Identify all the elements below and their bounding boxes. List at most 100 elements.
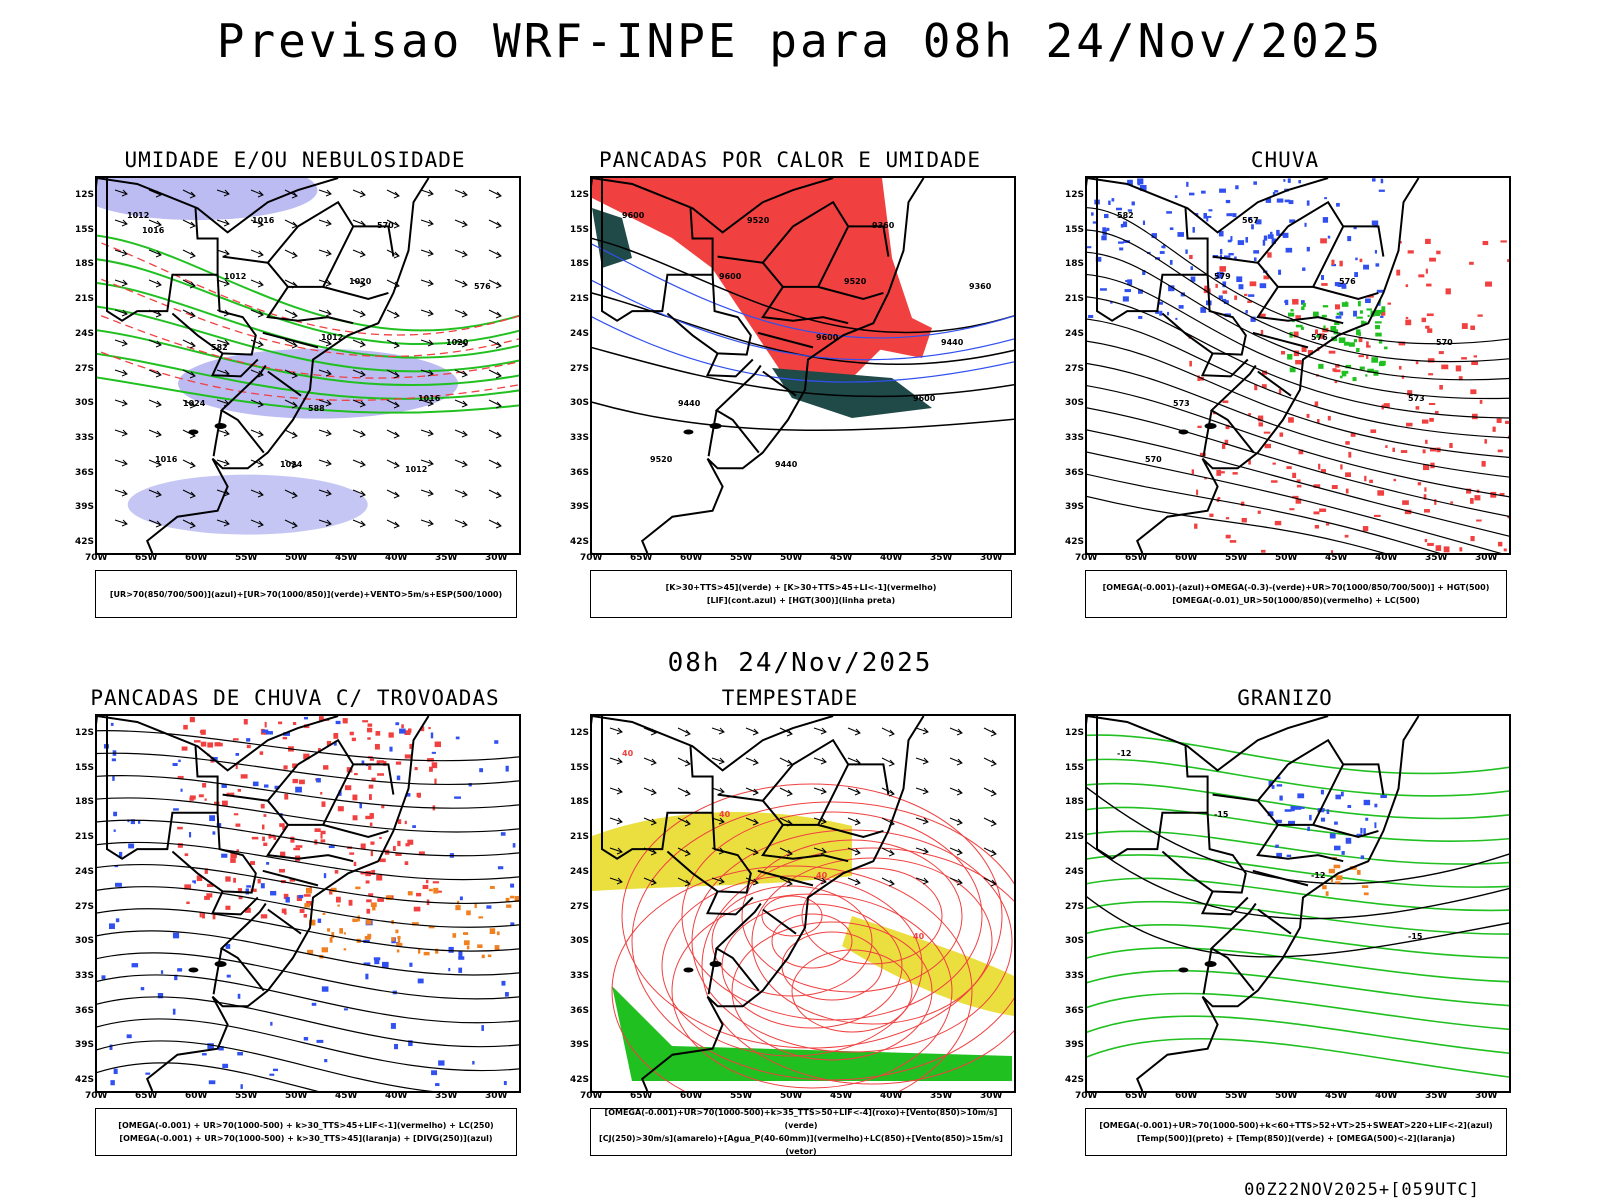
rain-red-speckle xyxy=(1429,447,1437,452)
thunderstorm-red-speckle xyxy=(283,765,288,770)
wind-vector xyxy=(488,219,502,229)
wind-vector xyxy=(352,309,366,318)
thunderstorm-red-speckle xyxy=(366,908,371,914)
latitude-tick-label: 39S xyxy=(74,1040,94,1051)
thunderstorm-orange-speckle xyxy=(411,922,419,926)
rain-red-speckle xyxy=(1428,373,1434,376)
rain-red-speckle xyxy=(1292,298,1299,305)
hgt-label: 576 xyxy=(1311,333,1328,342)
precipitable-water-contour xyxy=(611,865,973,1091)
thunderstorm-red-speckle xyxy=(250,861,255,865)
rain-red-speckle xyxy=(1229,540,1237,543)
rain-red-speckle xyxy=(1428,402,1436,405)
omega-orange-speckle xyxy=(1333,864,1341,869)
divergence-blue-speckle xyxy=(430,732,434,739)
longitude-tick-label: 55W xyxy=(730,553,753,563)
thunderstorm-red-speckle xyxy=(371,869,376,875)
divergence-blue-speckle xyxy=(272,1068,278,1072)
rain-red-speckle xyxy=(1296,479,1301,482)
legend-line: [OMEGA(-0.001)+UR>70(1000-500)+k>35_TTS>… xyxy=(604,1108,998,1130)
thunderstorm-red-speckle xyxy=(431,762,438,769)
panel-legend: [UR>70(850/700/500)](azul)+[UR>70(1000/8… xyxy=(95,570,517,618)
thunderstorm-orange-speckle xyxy=(466,910,471,916)
divergence-blue-speckle xyxy=(512,843,516,848)
rain-red-speckle xyxy=(1295,498,1302,504)
omega-blue-speckle xyxy=(1139,185,1147,191)
latitude-tick-label: 42S xyxy=(74,537,94,547)
divergence-blue-speckle xyxy=(262,729,269,733)
country-border-3 xyxy=(1209,364,1257,454)
hgt500-contour xyxy=(1087,385,1509,498)
thunderstorm-red-speckle xyxy=(318,716,324,721)
thunderstorm-orange-speckle xyxy=(307,949,314,954)
lake-marker xyxy=(214,960,227,967)
omega-blue-speckle xyxy=(1222,281,1227,288)
wind-vector xyxy=(284,219,298,229)
omega-blue-speckle xyxy=(1203,212,1207,219)
thunderstorm-red-speckle xyxy=(260,914,268,919)
rain-red-speckle xyxy=(1189,254,1193,260)
omega-blue-speckle xyxy=(1104,213,1109,219)
omega-green-speckle xyxy=(1356,329,1361,336)
divergence-blue-speckle xyxy=(365,973,369,980)
thunderstorm-red-speckle xyxy=(292,722,297,725)
wind-vector xyxy=(949,727,963,736)
rain-red-speckle xyxy=(1455,365,1462,372)
wind-vector xyxy=(711,817,725,825)
thunderstorm-orange-speckle xyxy=(372,906,376,911)
hail-blue-speckle xyxy=(1347,805,1352,808)
precipitable-water-contour xyxy=(631,801,1014,1081)
lake-marker xyxy=(188,429,199,435)
divergence-blue-speckle xyxy=(246,885,252,888)
latitude-tick-label: 36S xyxy=(569,467,589,478)
streamline xyxy=(97,1040,434,1091)
omega-blue-speckle xyxy=(1190,276,1196,282)
longitude-tick-label: 65W xyxy=(1125,1091,1148,1101)
longitude-tick-label: 65W xyxy=(135,553,158,563)
divergence-blue-speckle xyxy=(113,1068,118,1075)
wind-vector xyxy=(148,249,162,258)
country-border-8 xyxy=(262,869,319,887)
thunderstorm-red-speckle xyxy=(429,766,433,772)
omega-orange-speckle xyxy=(1335,881,1341,884)
wind-vector xyxy=(454,279,468,288)
rain-red-speckle xyxy=(1320,238,1327,244)
latitude-tick-label: 33S xyxy=(1064,970,1084,981)
map-area xyxy=(95,714,521,1093)
thunderstorm-orange-speckle xyxy=(463,940,470,946)
longitude-tick-label: 60W xyxy=(680,553,703,563)
wind-vector xyxy=(488,339,502,349)
omega-green-speckle xyxy=(1352,377,1357,382)
wind-vector xyxy=(779,757,793,767)
thunderstorm-red-speckle xyxy=(214,742,221,747)
divergence-blue-speckle xyxy=(130,819,136,825)
thunderstorm-orange-speckle xyxy=(357,915,360,922)
latitude-tick-label: 30S xyxy=(74,398,94,409)
wind-vector xyxy=(318,459,332,467)
hail-blue-speckle xyxy=(1333,845,1341,851)
legend-line: [Temp(500)](preto) + [Temp(850)](verde) … xyxy=(1136,1134,1456,1143)
hail-blue-speckle xyxy=(1341,851,1345,855)
lif-contour xyxy=(592,243,1014,339)
rain-red-speckle xyxy=(1492,426,1496,432)
country-border-4 xyxy=(1202,948,1213,995)
country-border-0 xyxy=(106,178,219,322)
pressure-label: 1016 xyxy=(142,226,165,235)
thunderstorm-red-speckle xyxy=(278,868,285,873)
rain-red-speckle xyxy=(1348,451,1352,458)
omega-green-speckle xyxy=(1333,329,1339,335)
hgt-label: 9600 xyxy=(622,211,645,220)
omega-green-speckle xyxy=(1378,361,1385,367)
latitude-tick-label: 12S xyxy=(569,728,589,738)
country-border-9 xyxy=(353,225,395,257)
country-border-7 xyxy=(266,824,354,863)
hail-blue-speckle xyxy=(1320,817,1326,822)
streamline xyxy=(97,952,519,1000)
wind-vector xyxy=(352,369,366,378)
omega-blue-speckle xyxy=(1354,272,1358,278)
longitude-tick-label: 35W xyxy=(930,553,953,563)
rain-red-speckle xyxy=(1301,346,1307,352)
northern-border xyxy=(1087,178,1329,234)
omega-blue-speckle xyxy=(1178,305,1184,309)
east-coastline xyxy=(1135,178,1420,553)
